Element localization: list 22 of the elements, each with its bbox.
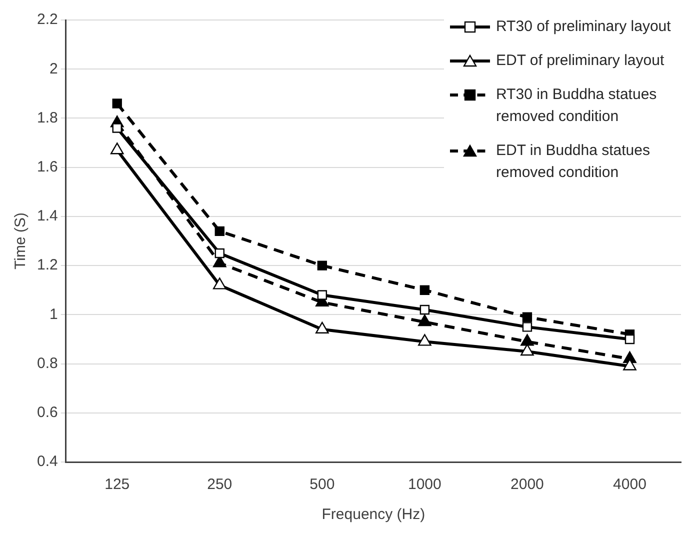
x-tick-label: 250 (207, 476, 232, 494)
x-tick-label: 4000 (613, 476, 646, 494)
x-axis-title: Frequency (Hz) (322, 506, 426, 524)
legend-label: EDT of preliminary layout (496, 51, 664, 71)
legend-label: RT30 of preliminary layout (496, 17, 671, 37)
x-tick-label: 2000 (510, 476, 544, 494)
y-tick-label: 1.2 (36, 256, 58, 274)
y-tick-label: 0.6 (36, 404, 58, 422)
y-tick-label: 0.8 (36, 354, 58, 372)
x-tick-label: 1000 (408, 476, 442, 494)
x-tick-label: 500 (310, 476, 335, 494)
y-tick-label: 1 (50, 306, 58, 323)
legend-label: RT30 in Buddha statues removed condition (496, 85, 658, 127)
y-axis-title: Time (S) (12, 212, 30, 270)
y-tick-label: 0.4 (36, 453, 58, 470)
y-tick-label: 2 (50, 60, 58, 78)
y-tick-label: 2.2 (36, 11, 58, 28)
y-tick-label: 1.4 (36, 208, 58, 225)
y-tick-label: 1.6 (36, 158, 58, 176)
legend-label: EDT in Buddha statues removed condition (496, 141, 651, 183)
x-tick-label: 125 (104, 476, 130, 494)
y-tick-label: 1.8 (36, 109, 58, 126)
